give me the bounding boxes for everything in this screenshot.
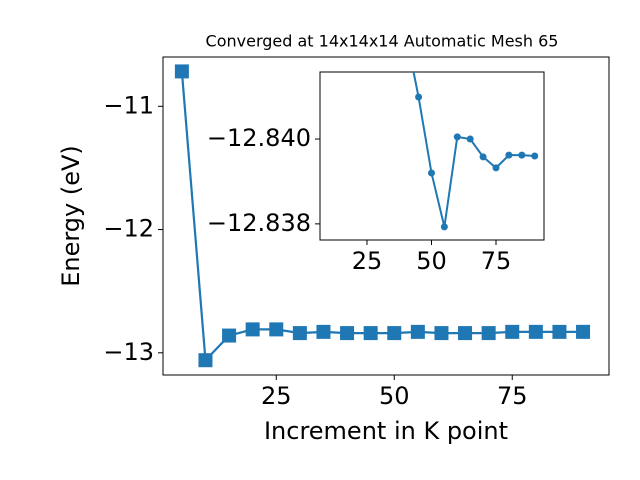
x-tick-label: 25	[261, 382, 292, 410]
chart-title: Converged at 14x14x14 Automatic Mesh 65	[206, 32, 559, 51]
x-tick-label: 75	[481, 247, 512, 275]
x-tick-label: 50	[416, 247, 447, 275]
point	[269, 322, 284, 337]
y-tick-label: −12.838	[207, 209, 311, 237]
point	[528, 324, 543, 339]
y-tick-label: −13	[103, 338, 154, 366]
point	[387, 326, 402, 341]
point	[434, 326, 449, 341]
point	[415, 93, 423, 101]
point	[479, 153, 487, 161]
point	[222, 328, 237, 343]
point	[505, 324, 520, 339]
point	[531, 152, 539, 160]
point	[458, 326, 473, 341]
point	[481, 326, 496, 341]
x-axis-label: Increment in K point	[264, 417, 508, 445]
point	[174, 64, 189, 79]
y-axis-label: Energy (eV)	[57, 145, 85, 287]
point	[427, 169, 435, 177]
point	[292, 326, 307, 341]
y-tick-label: −12	[103, 215, 154, 243]
x-tick-label: 50	[379, 382, 410, 410]
x-tick-label: 75	[497, 382, 528, 410]
point	[576, 324, 591, 339]
plot-area	[174, 64, 591, 368]
point	[505, 151, 513, 159]
plot-area	[412, 72, 539, 231]
point	[245, 322, 260, 337]
y-tick-label: −12.840	[207, 124, 311, 152]
point	[466, 135, 474, 143]
point	[492, 164, 500, 172]
point	[518, 151, 526, 159]
point	[453, 133, 461, 141]
y-tick-label: −11	[103, 91, 154, 119]
point	[340, 326, 355, 341]
point	[410, 324, 425, 339]
point	[363, 326, 378, 341]
point	[552, 324, 567, 339]
point	[198, 353, 213, 368]
point	[316, 324, 331, 339]
point	[440, 223, 448, 231]
x-tick-label: 25	[352, 247, 383, 275]
